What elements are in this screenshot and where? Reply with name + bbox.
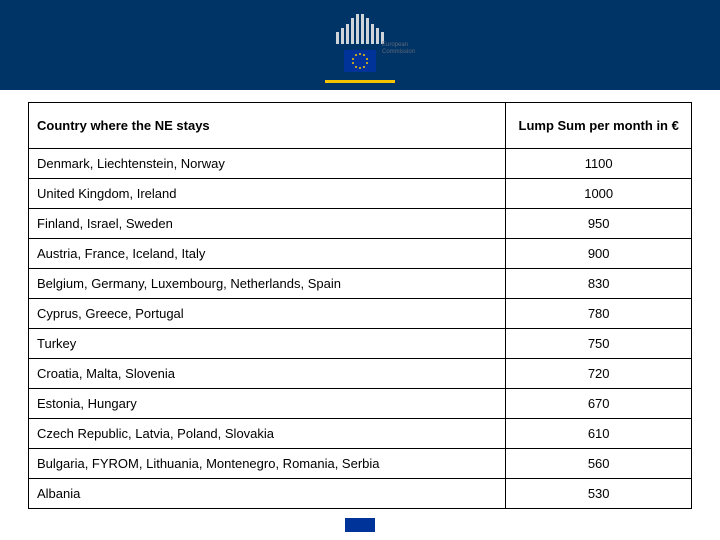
amount-cell: 830 — [506, 269, 692, 299]
table-header-row: Country where the NE stays Lump Sum per … — [29, 103, 692, 149]
amount-cell: 1100 — [506, 149, 692, 179]
ec-logo-text-line2: Commission — [382, 49, 415, 56]
country-cell: Finland, Israel, Sweden — [29, 209, 506, 239]
country-cell: United Kingdom, Ireland — [29, 179, 506, 209]
table-row: Czech Republic, Latvia, Poland, Slovakia… — [29, 419, 692, 449]
amount-cell: 950 — [506, 209, 692, 239]
ec-logo — [336, 10, 384, 44]
country-cell: Cyprus, Greece, Portugal — [29, 299, 506, 329]
table-row: Belgium, Germany, Luxembourg, Netherland… — [29, 269, 692, 299]
ec-logo-text-line1: European — [382, 42, 415, 49]
table-row: Croatia, Malta, Slovenia720 — [29, 359, 692, 389]
amount-cell: 720 — [506, 359, 692, 389]
country-cell: Turkey — [29, 329, 506, 359]
col-header-country: Country where the NE stays — [29, 103, 506, 149]
table-row: Denmark, Liechtenstein, Norway1100 — [29, 149, 692, 179]
ec-logo-building-icon — [336, 10, 384, 44]
country-cell: Denmark, Liechtenstein, Norway — [29, 149, 506, 179]
country-cell: Bulgaria, FYROM, Lithuania, Montenegro, … — [29, 449, 506, 479]
lump-sum-table: Country where the NE stays Lump Sum per … — [28, 102, 692, 509]
ec-logo-underline — [325, 80, 395, 83]
table-row: Cyprus, Greece, Portugal780 — [29, 299, 692, 329]
country-cell: Albania — [29, 479, 506, 509]
amount-cell: 750 — [506, 329, 692, 359]
amount-cell: 1000 — [506, 179, 692, 209]
table-row: United Kingdom, Ireland1000 — [29, 179, 692, 209]
table-row: Albania530 — [29, 479, 692, 509]
amount-cell: 780 — [506, 299, 692, 329]
table-row: Bulgaria, FYROM, Lithuania, Montenegro, … — [29, 449, 692, 479]
amount-cell: 900 — [506, 239, 692, 269]
table-row: Austria, France, Iceland, Italy900 — [29, 239, 692, 269]
amount-cell: 530 — [506, 479, 692, 509]
country-cell: Belgium, Germany, Luxembourg, Netherland… — [29, 269, 506, 299]
table-container: Country where the NE stays Lump Sum per … — [0, 90, 720, 509]
ec-logo-text: European Commission — [382, 42, 415, 55]
country-cell: Croatia, Malta, Slovenia — [29, 359, 506, 389]
col-header-amount: Lump Sum per month in € — [506, 103, 692, 149]
table-row: Estonia, Hungary670 — [29, 389, 692, 419]
eu-flag-icon — [344, 50, 376, 72]
country-cell: Czech Republic, Latvia, Poland, Slovakia — [29, 419, 506, 449]
country-cell: Austria, France, Iceland, Italy — [29, 239, 506, 269]
footer-eu-flag-icon — [345, 518, 375, 532]
table-row: Finland, Israel, Sweden950 — [29, 209, 692, 239]
table-row: Turkey750 — [29, 329, 692, 359]
amount-cell: 560 — [506, 449, 692, 479]
amount-cell: 670 — [506, 389, 692, 419]
header-band: European Commission — [0, 0, 720, 90]
country-cell: Estonia, Hungary — [29, 389, 506, 419]
amount-cell: 610 — [506, 419, 692, 449]
